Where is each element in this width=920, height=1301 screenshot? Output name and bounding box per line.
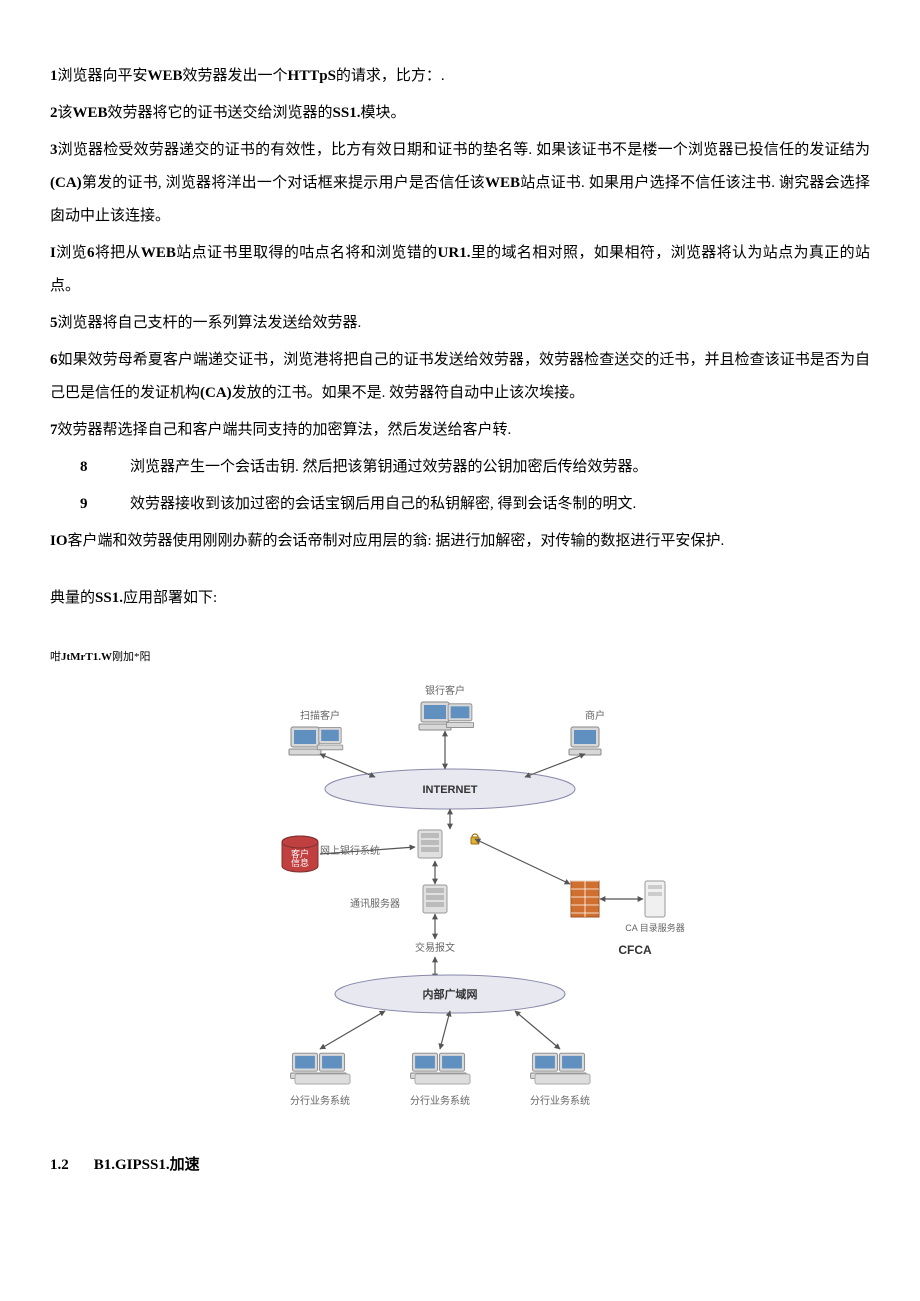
- p1-t3: 的请求，比方：.: [336, 68, 445, 84]
- paragraph-6: 6如果效劳母希夏客户端递交证书，浏览港将把自己的证书发送给效劳器，效劳器检查送交…: [50, 344, 870, 410]
- p4-ur1: UR1.: [438, 245, 471, 261]
- p3-ca: (CA): [50, 175, 82, 191]
- p4-t2: 将把从: [94, 245, 140, 261]
- p10-t1: 客户端和效劳器使用刚刚办薪的会话帝制对应用层的翁: 据进行加解密，对传输的数抠进…: [68, 533, 725, 549]
- p7-num: 7: [50, 422, 58, 438]
- p7-t1: 效劳器帮选择自己和客户端共同支持的加密算法，然后发送给客户转.: [58, 422, 512, 438]
- li9-txt: 效劳器接收到该加过密的会话宝钢后用自己的私钥解密, 得到会话冬制的明文.: [130, 488, 636, 521]
- p3-t1: 浏览器检受效劳器递交的证书的有效性，比方有效日期和证书的垫名等. 如果该证书不是…: [58, 142, 871, 158]
- p5-t1: 浏览器将自己支杆的一系列算法发送给效劳器.: [58, 315, 362, 331]
- p1-t1: 浏览器向平安: [58, 68, 148, 84]
- svg-text:通讯服务器: 通讯服务器: [350, 897, 400, 910]
- p2-t3: 模块。: [360, 105, 405, 121]
- svg-text:分行业务系统: 分行业务系统: [530, 1094, 590, 1107]
- sn-a: 咁: [50, 651, 61, 663]
- section-1-2: 1.2 B1.GIPSS1.加速: [50, 1149, 870, 1182]
- p4-t3: 站点证书里取得的咕点名将和浏览错的: [176, 245, 438, 261]
- svg-text:CA 目录服务器: CA 目录服务器: [625, 922, 685, 933]
- svg-text:内部广域网: 内部广域网: [423, 987, 478, 1001]
- paragraph-5: 5浏览器将自己支杆的一系列算法发送给效劳器.: [50, 307, 870, 340]
- svg-text:银行客户: 银行客户: [425, 684, 465, 697]
- sec-num: 1.2: [50, 1149, 90, 1182]
- sn-c: 刚加*阳: [112, 651, 151, 663]
- p2-t2: 效劳器将它的证书送交给浏览器的: [108, 105, 333, 121]
- indented-list: 8 浏览器产生一个会话击钥. 然后把该第钥通过效劳器的公钥加密后传给效劳器。 9…: [50, 451, 870, 521]
- typ-c: 应用部署如下:: [123, 590, 217, 606]
- sec-b: 加速: [170, 1157, 200, 1173]
- p1-web: WEB: [148, 68, 183, 84]
- p10-io: IO: [50, 533, 68, 549]
- diagram-svg: 银行客户扫描客户商户INTERNET网上银行系统客户信息通讯服务器交易报文内部广…: [225, 679, 695, 1119]
- svg-text:INTERNET: INTERNET: [423, 784, 478, 796]
- paragraph-1: 1浏览器向平安WEB效劳器发出一个HTTpS的请求，比方：.: [50, 60, 870, 93]
- p4-t1: 浏览: [56, 245, 87, 261]
- list-item-8: 8 浏览器产生一个会话击钥. 然后把该第钥通过效劳器的公钥加密后传给效劳器。: [80, 451, 870, 484]
- small-note: 咁JtMrT1.W刚加*阳: [50, 645, 870, 669]
- p3-num: 3: [50, 142, 58, 158]
- paragraph-7: 7效劳器帮选择自己和客户端共同支持的加密算法，然后发送给客户转.: [50, 414, 870, 447]
- svg-text:CFCA: CFCA: [618, 943, 652, 957]
- paragraph-2: 2该WEB效劳器将它的证书送交给浏览器的SS1.模块。: [50, 97, 870, 130]
- li8-txt: 浏览器产生一个会话击钥. 然后把该第钥通过效劳器的公钥加密后传给效劳器。: [130, 451, 648, 484]
- svg-text:扫描客户: 扫描客户: [300, 709, 340, 722]
- svg-text:交易报文: 交易报文: [415, 941, 455, 954]
- p5-num: 5: [50, 315, 58, 331]
- svg-text:分行业务系统: 分行业务系统: [290, 1094, 350, 1107]
- list-item-9: 9 效劳器接收到该加过密的会话宝钢后用自己的私钥解密, 得到会话冬制的明文.: [80, 488, 870, 521]
- typical-line: 典量的SS1.应用部署如下:: [50, 582, 870, 615]
- svg-text:商户: 商户: [585, 709, 605, 722]
- p2-t1: 该: [58, 105, 73, 121]
- svg-text:客户信息: 客户信息: [291, 848, 309, 868]
- typ-a: 典量的: [50, 590, 95, 606]
- paragraph-4: I浏览6将把从WEB站点证书里取得的咕点名将和浏览错的UR1.里的域名相对照，如…: [50, 237, 870, 303]
- sec-a: B1.GIPSS1.: [94, 1157, 170, 1173]
- typ-b: SS1.: [95, 590, 123, 606]
- p1-num: 1: [50, 68, 58, 84]
- p1-t2: 效劳器发出一个: [183, 68, 288, 84]
- p3-web: WEB: [485, 175, 520, 191]
- svg-text:分行业务系统: 分行业务系统: [410, 1094, 470, 1107]
- p2-num: 2: [50, 105, 58, 121]
- p6-t2: 发放的江书。如果不是. 效劳器符自动中止该次埃接。: [232, 385, 585, 401]
- li9-num: 9: [80, 488, 130, 521]
- p3-t2: 第发的证书, 浏览器将洋出一个对话框来提示用户是否信任该: [82, 175, 485, 191]
- paragraph-3: 3浏览器检受效劳器递交的证书的有效性，比方有效日期和证书的垫名等. 如果该证书不…: [50, 134, 870, 233]
- p2-ss1: SS1.: [333, 105, 361, 121]
- p2-web: WEB: [73, 105, 108, 121]
- network-diagram: 银行客户扫描客户商户INTERNET网上银行系统客户信息通讯服务器交易报文内部广…: [50, 679, 870, 1119]
- p1-https: HTTpS: [288, 68, 336, 84]
- p6-ca: (CA): [200, 385, 232, 401]
- li8-num: 8: [80, 451, 130, 484]
- sn-b: JtMrT1.W: [61, 651, 112, 663]
- paragraph-10: IO客户端和效劳器使用刚刚办薪的会话帝制对应用层的翁: 据进行加解密，对传输的数…: [50, 525, 870, 558]
- p4-web: WEB: [141, 245, 176, 261]
- p6-num: 6: [50, 352, 58, 368]
